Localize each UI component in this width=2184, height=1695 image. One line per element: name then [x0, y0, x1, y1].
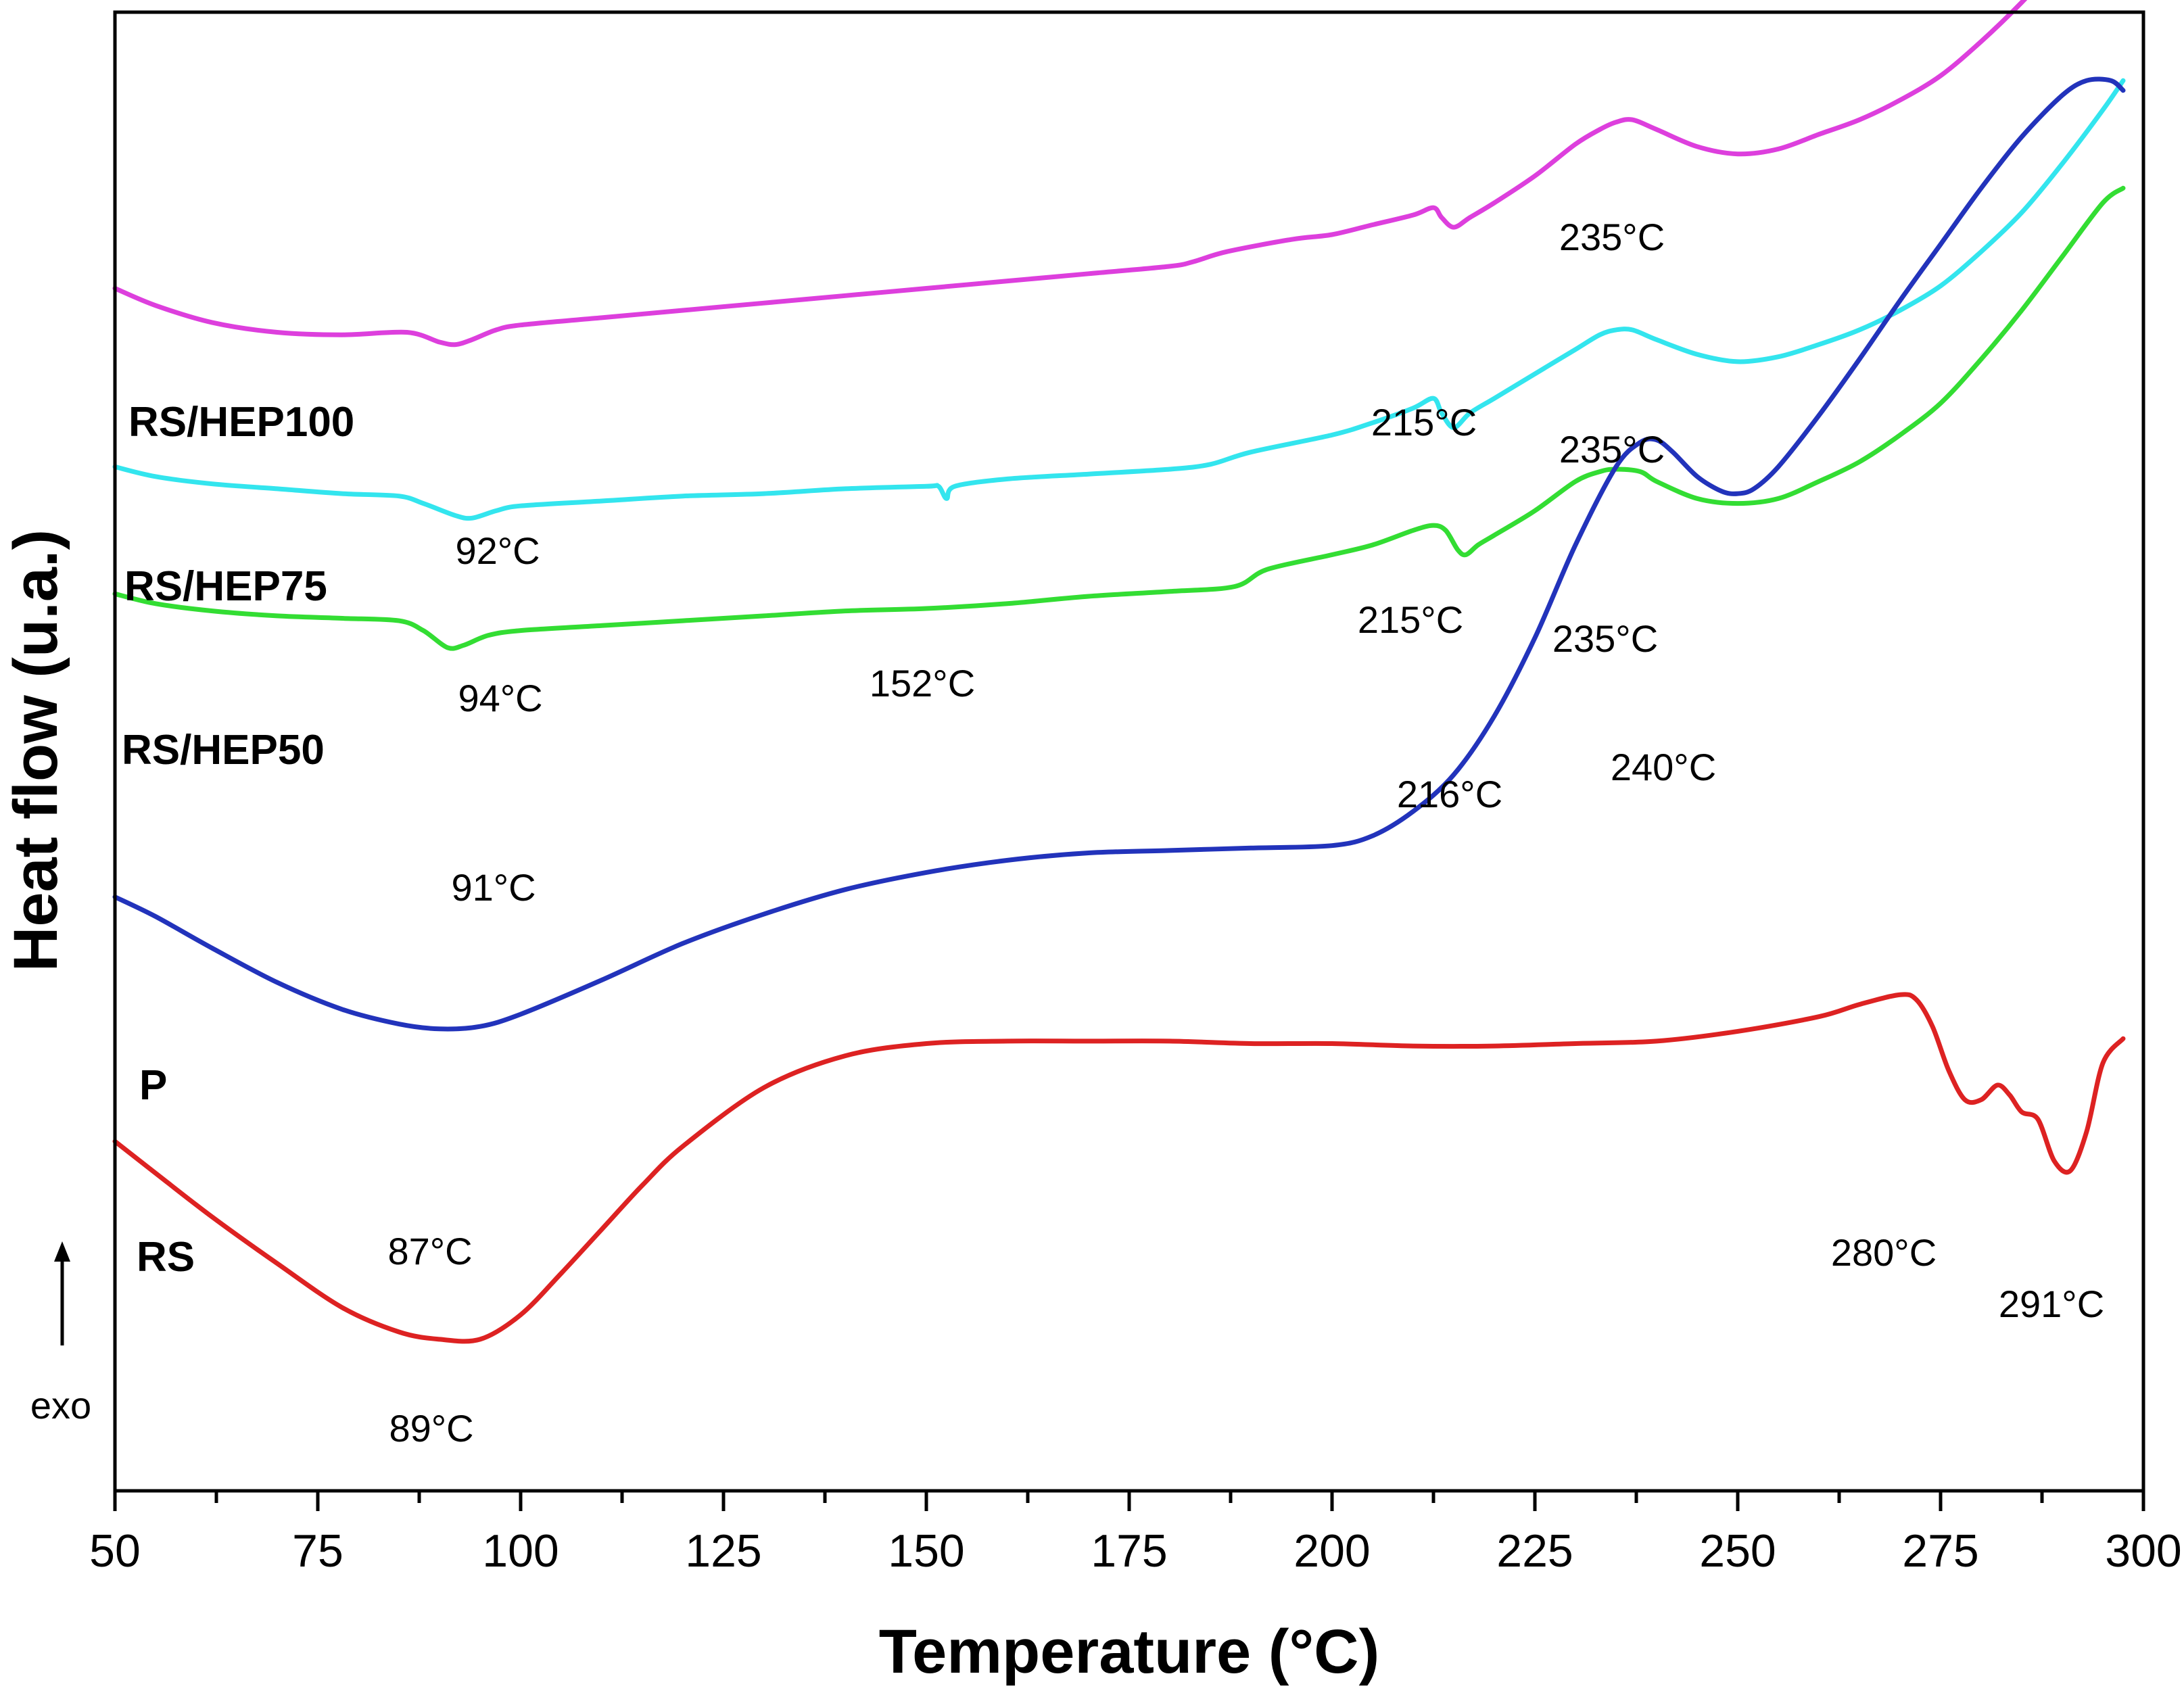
annotation-hep50-91: 91°C	[451, 866, 536, 909]
series-labels: RS/HEP100 RS/HEP75 RS/HEP50 P RS	[122, 399, 354, 1281]
x-tick-label-75: 75	[292, 1525, 343, 1577]
series-line-p	[112, 76, 2126, 1032]
series-line-rs-hep75	[112, 78, 2126, 521]
annotation-hep50-235: 235°C	[1552, 617, 1658, 660]
annotation-hep50-216: 216°C	[1397, 773, 1502, 815]
exo-arrow-head	[54, 1241, 70, 1262]
annotation-rs-280: 280°C	[1831, 1231, 1937, 1274]
annotation-hep100-235: 235°C	[1559, 216, 1665, 258]
annotation-rs-291: 291°C	[1999, 1283, 2104, 1325]
annotation-hep75-215: 215°C	[1358, 598, 1463, 641]
peak-annotations: 92°C 215°C 235°C 94°C 152°C 215°C 235°C …	[387, 216, 2104, 1450]
x-tick-label-300: 300	[2105, 1525, 2181, 1577]
x-axis-title: Temperature (°C)	[879, 1617, 1380, 1686]
annotation-p-87: 87°C	[387, 1230, 472, 1272]
series-label-rs-hep75: RS/HEP75	[124, 563, 327, 610]
x-tick-label-175: 175	[1091, 1525, 1167, 1577]
annotation-rs-89: 89°C	[389, 1407, 473, 1450]
x-tick-label-150: 150	[888, 1525, 964, 1577]
x-tick-label-125: 125	[685, 1525, 761, 1577]
series-line-rs	[112, 992, 2126, 1344]
annotation-hep75-235: 235°C	[1559, 428, 1665, 471]
x-tick-label-225: 225	[1496, 1525, 1573, 1577]
series-label-rs: RS	[137, 1234, 195, 1281]
series-line-rs-hep50	[112, 185, 2126, 651]
series-label-rs-hep50: RS/HEP50	[122, 727, 325, 773]
exo-label: exo	[30, 1384, 91, 1427]
series-layer	[112, 0, 2126, 1344]
annotation-hep100-92: 92°C	[455, 529, 540, 572]
series-line-rs-hep100	[112, 0, 2028, 348]
x-tick-label-250: 250	[1699, 1525, 1776, 1577]
x-axis-tick-labels: 50 75 100 125 150 175 200 225 250 275 300	[89, 1525, 2182, 1577]
x-tick-label-275: 275	[1902, 1525, 1978, 1577]
annotation-p-240: 240°C	[1611, 746, 1716, 788]
series-label-rs-hep100: RS/HEP100	[128, 399, 354, 446]
annotation-hep100-215: 215°C	[1371, 401, 1477, 444]
y-axis-title: Heat flow (u.a.)	[1, 529, 70, 972]
x-axis-ticks	[113, 1491, 2145, 1511]
annotation-hep75-94: 94°C	[458, 677, 542, 719]
x-tick-label-100: 100	[482, 1525, 559, 1577]
annotation-hep75-152: 152°C	[870, 662, 975, 705]
exo-indicator: exo	[30, 1241, 91, 1427]
series-label-p: P	[139, 1062, 167, 1109]
x-tick-label-50: 50	[89, 1525, 141, 1577]
x-tick-label-200: 200	[1293, 1525, 1370, 1577]
